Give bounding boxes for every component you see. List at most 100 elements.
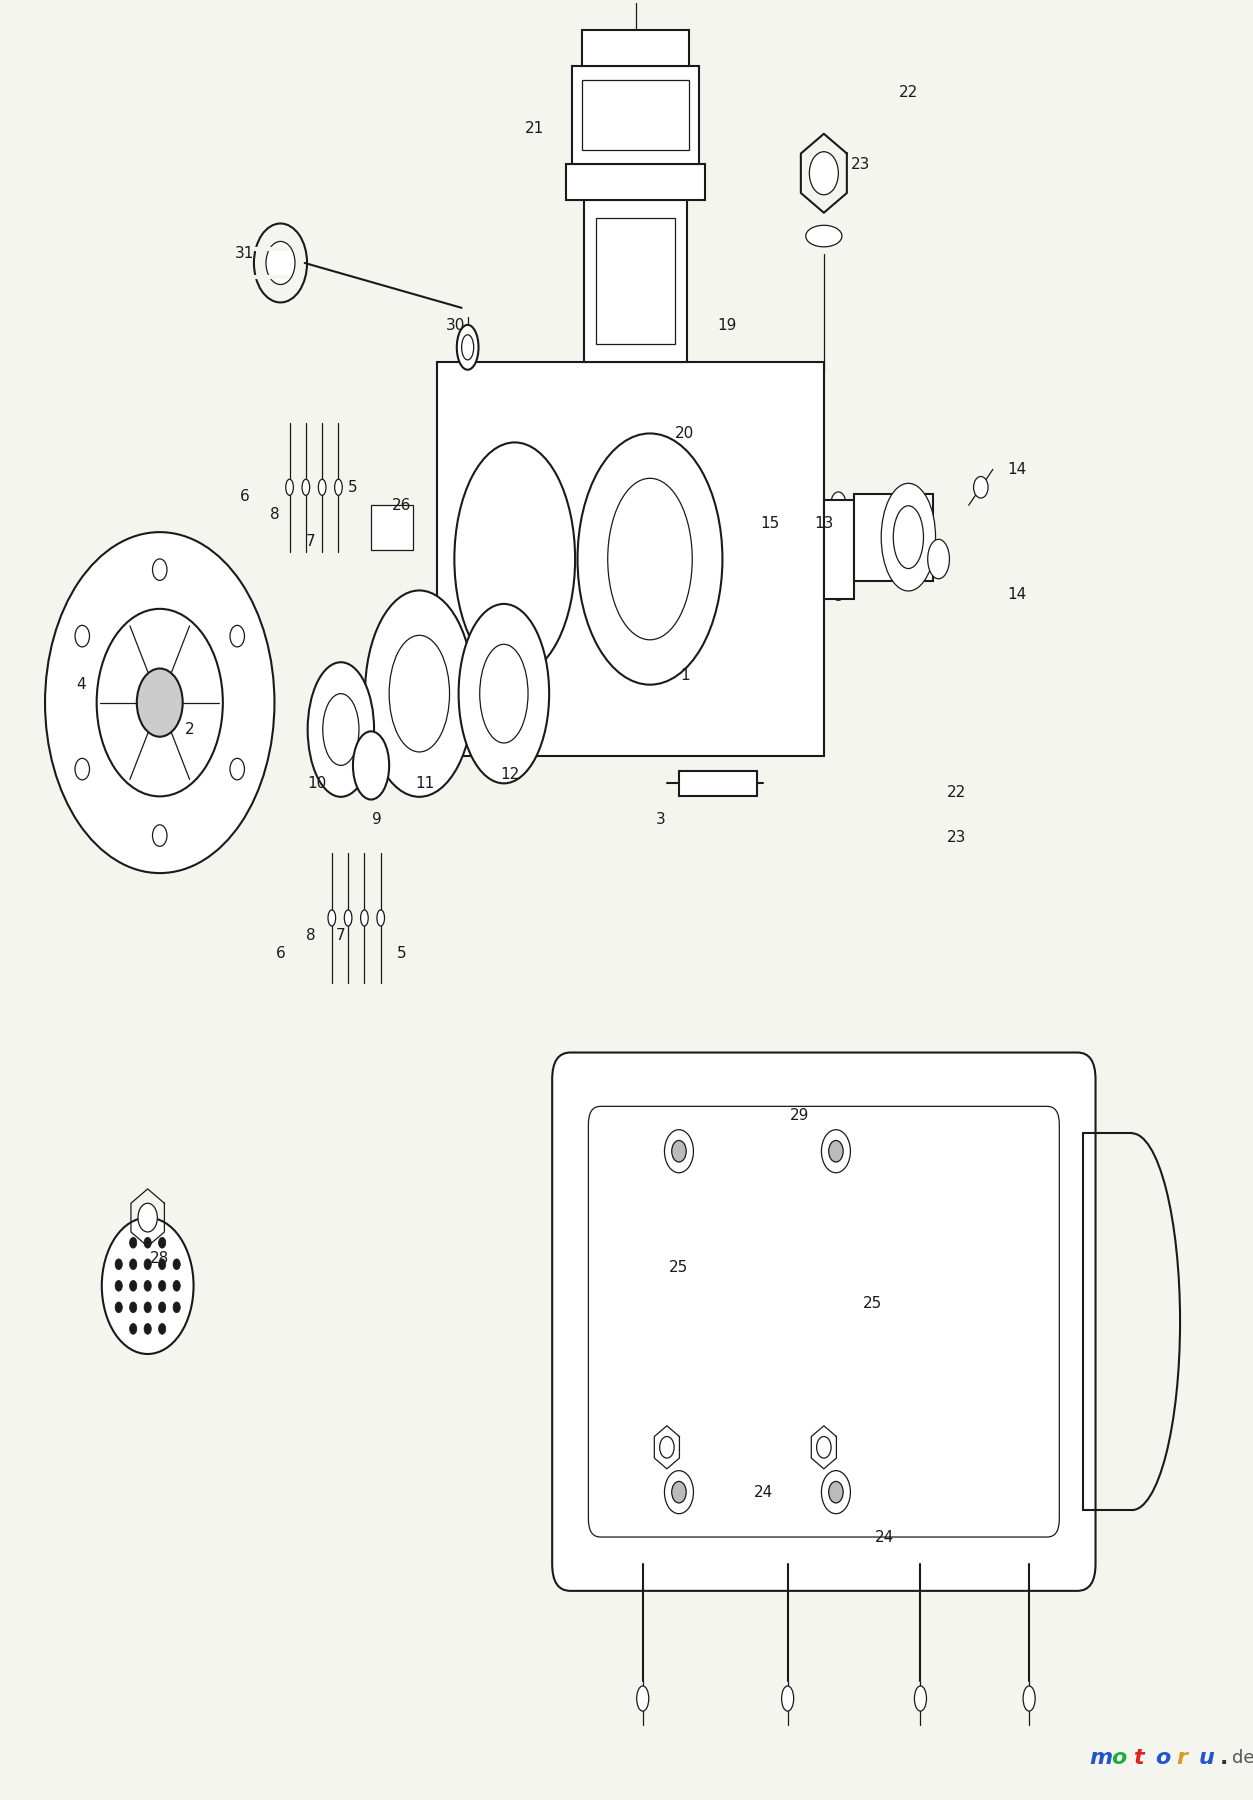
Text: u: u [1198, 1748, 1214, 1768]
Ellipse shape [455, 443, 575, 675]
Circle shape [266, 241, 294, 284]
Circle shape [159, 1323, 165, 1334]
Circle shape [129, 1280, 137, 1291]
Text: 4: 4 [76, 677, 86, 693]
Text: 31: 31 [234, 247, 254, 261]
Bar [566, 164, 705, 200]
Circle shape [831, 580, 846, 601]
Bar [824, 500, 855, 599]
Circle shape [115, 1301, 123, 1312]
Ellipse shape [286, 479, 293, 495]
Text: 12: 12 [500, 767, 520, 781]
Text: 1: 1 [680, 668, 690, 684]
Text: 11: 11 [416, 776, 435, 790]
Circle shape [153, 824, 167, 846]
Ellipse shape [377, 909, 385, 925]
Text: 21: 21 [525, 121, 544, 135]
Circle shape [75, 758, 89, 779]
Ellipse shape [457, 324, 479, 369]
Circle shape [659, 1436, 674, 1458]
Ellipse shape [637, 1687, 649, 1712]
Text: 24: 24 [875, 1530, 893, 1544]
Circle shape [809, 151, 838, 194]
Ellipse shape [345, 909, 352, 925]
Ellipse shape [323, 693, 358, 765]
Ellipse shape [881, 484, 936, 590]
Ellipse shape [461, 335, 474, 360]
Ellipse shape [927, 540, 950, 580]
Text: m: m [1090, 1748, 1113, 1768]
Circle shape [822, 1471, 851, 1514]
Circle shape [828, 1141, 843, 1163]
Circle shape [96, 608, 223, 796]
Circle shape [231, 625, 244, 646]
Circle shape [153, 558, 167, 580]
Text: 6: 6 [276, 947, 286, 961]
Circle shape [144, 1258, 152, 1269]
Circle shape [672, 1481, 687, 1503]
Circle shape [672, 1141, 687, 1163]
Text: 8: 8 [269, 506, 279, 522]
Text: 22: 22 [898, 85, 918, 101]
Ellipse shape [806, 225, 842, 247]
Circle shape [173, 1258, 180, 1269]
Text: 14: 14 [1007, 463, 1026, 477]
Circle shape [831, 491, 846, 513]
Circle shape [664, 1130, 693, 1174]
Text: t: t [1133, 1748, 1144, 1768]
Text: 8: 8 [306, 929, 316, 943]
Bar [371, 506, 413, 551]
Ellipse shape [1024, 1687, 1035, 1712]
Text: 28: 28 [150, 1251, 169, 1267]
Text: 3: 3 [657, 812, 665, 826]
Circle shape [75, 625, 89, 646]
Text: 19: 19 [718, 319, 737, 333]
Text: 5: 5 [396, 947, 406, 961]
Ellipse shape [308, 662, 375, 797]
Circle shape [115, 1280, 123, 1291]
Ellipse shape [365, 590, 474, 797]
Circle shape [129, 1237, 137, 1247]
Ellipse shape [302, 479, 309, 495]
Text: 5: 5 [348, 481, 358, 495]
Circle shape [828, 1481, 843, 1503]
Ellipse shape [318, 479, 326, 495]
Text: 24: 24 [754, 1485, 773, 1499]
Circle shape [115, 1258, 123, 1269]
Circle shape [129, 1323, 137, 1334]
Text: 14: 14 [1007, 587, 1026, 603]
Ellipse shape [390, 635, 450, 752]
Ellipse shape [480, 644, 528, 743]
Circle shape [159, 1301, 165, 1312]
Ellipse shape [353, 731, 390, 799]
Circle shape [159, 1258, 165, 1269]
Circle shape [928, 545, 949, 574]
Text: 2: 2 [185, 722, 194, 736]
Circle shape [974, 477, 989, 499]
Circle shape [144, 1237, 152, 1247]
Text: 25: 25 [862, 1296, 882, 1310]
Circle shape [144, 1301, 152, 1312]
Text: 22: 22 [947, 785, 966, 799]
Bar [596, 218, 675, 344]
Circle shape [144, 1280, 152, 1291]
Text: 9: 9 [372, 812, 382, 826]
Text: 7: 7 [306, 533, 316, 549]
Ellipse shape [335, 479, 342, 495]
Text: 30: 30 [446, 319, 465, 333]
Text: 7: 7 [336, 929, 346, 943]
Circle shape [173, 1301, 180, 1312]
Circle shape [231, 758, 244, 779]
Text: 25: 25 [669, 1260, 689, 1276]
Circle shape [129, 1301, 137, 1312]
Text: o: o [1155, 1748, 1170, 1768]
Text: 26: 26 [391, 499, 411, 513]
Circle shape [45, 533, 274, 873]
Circle shape [101, 1217, 193, 1354]
Bar [581, 79, 689, 149]
Circle shape [822, 1130, 851, 1174]
Text: 6: 6 [239, 490, 249, 504]
Ellipse shape [893, 506, 923, 569]
Text: 20: 20 [675, 427, 694, 441]
Bar [584, 200, 687, 362]
